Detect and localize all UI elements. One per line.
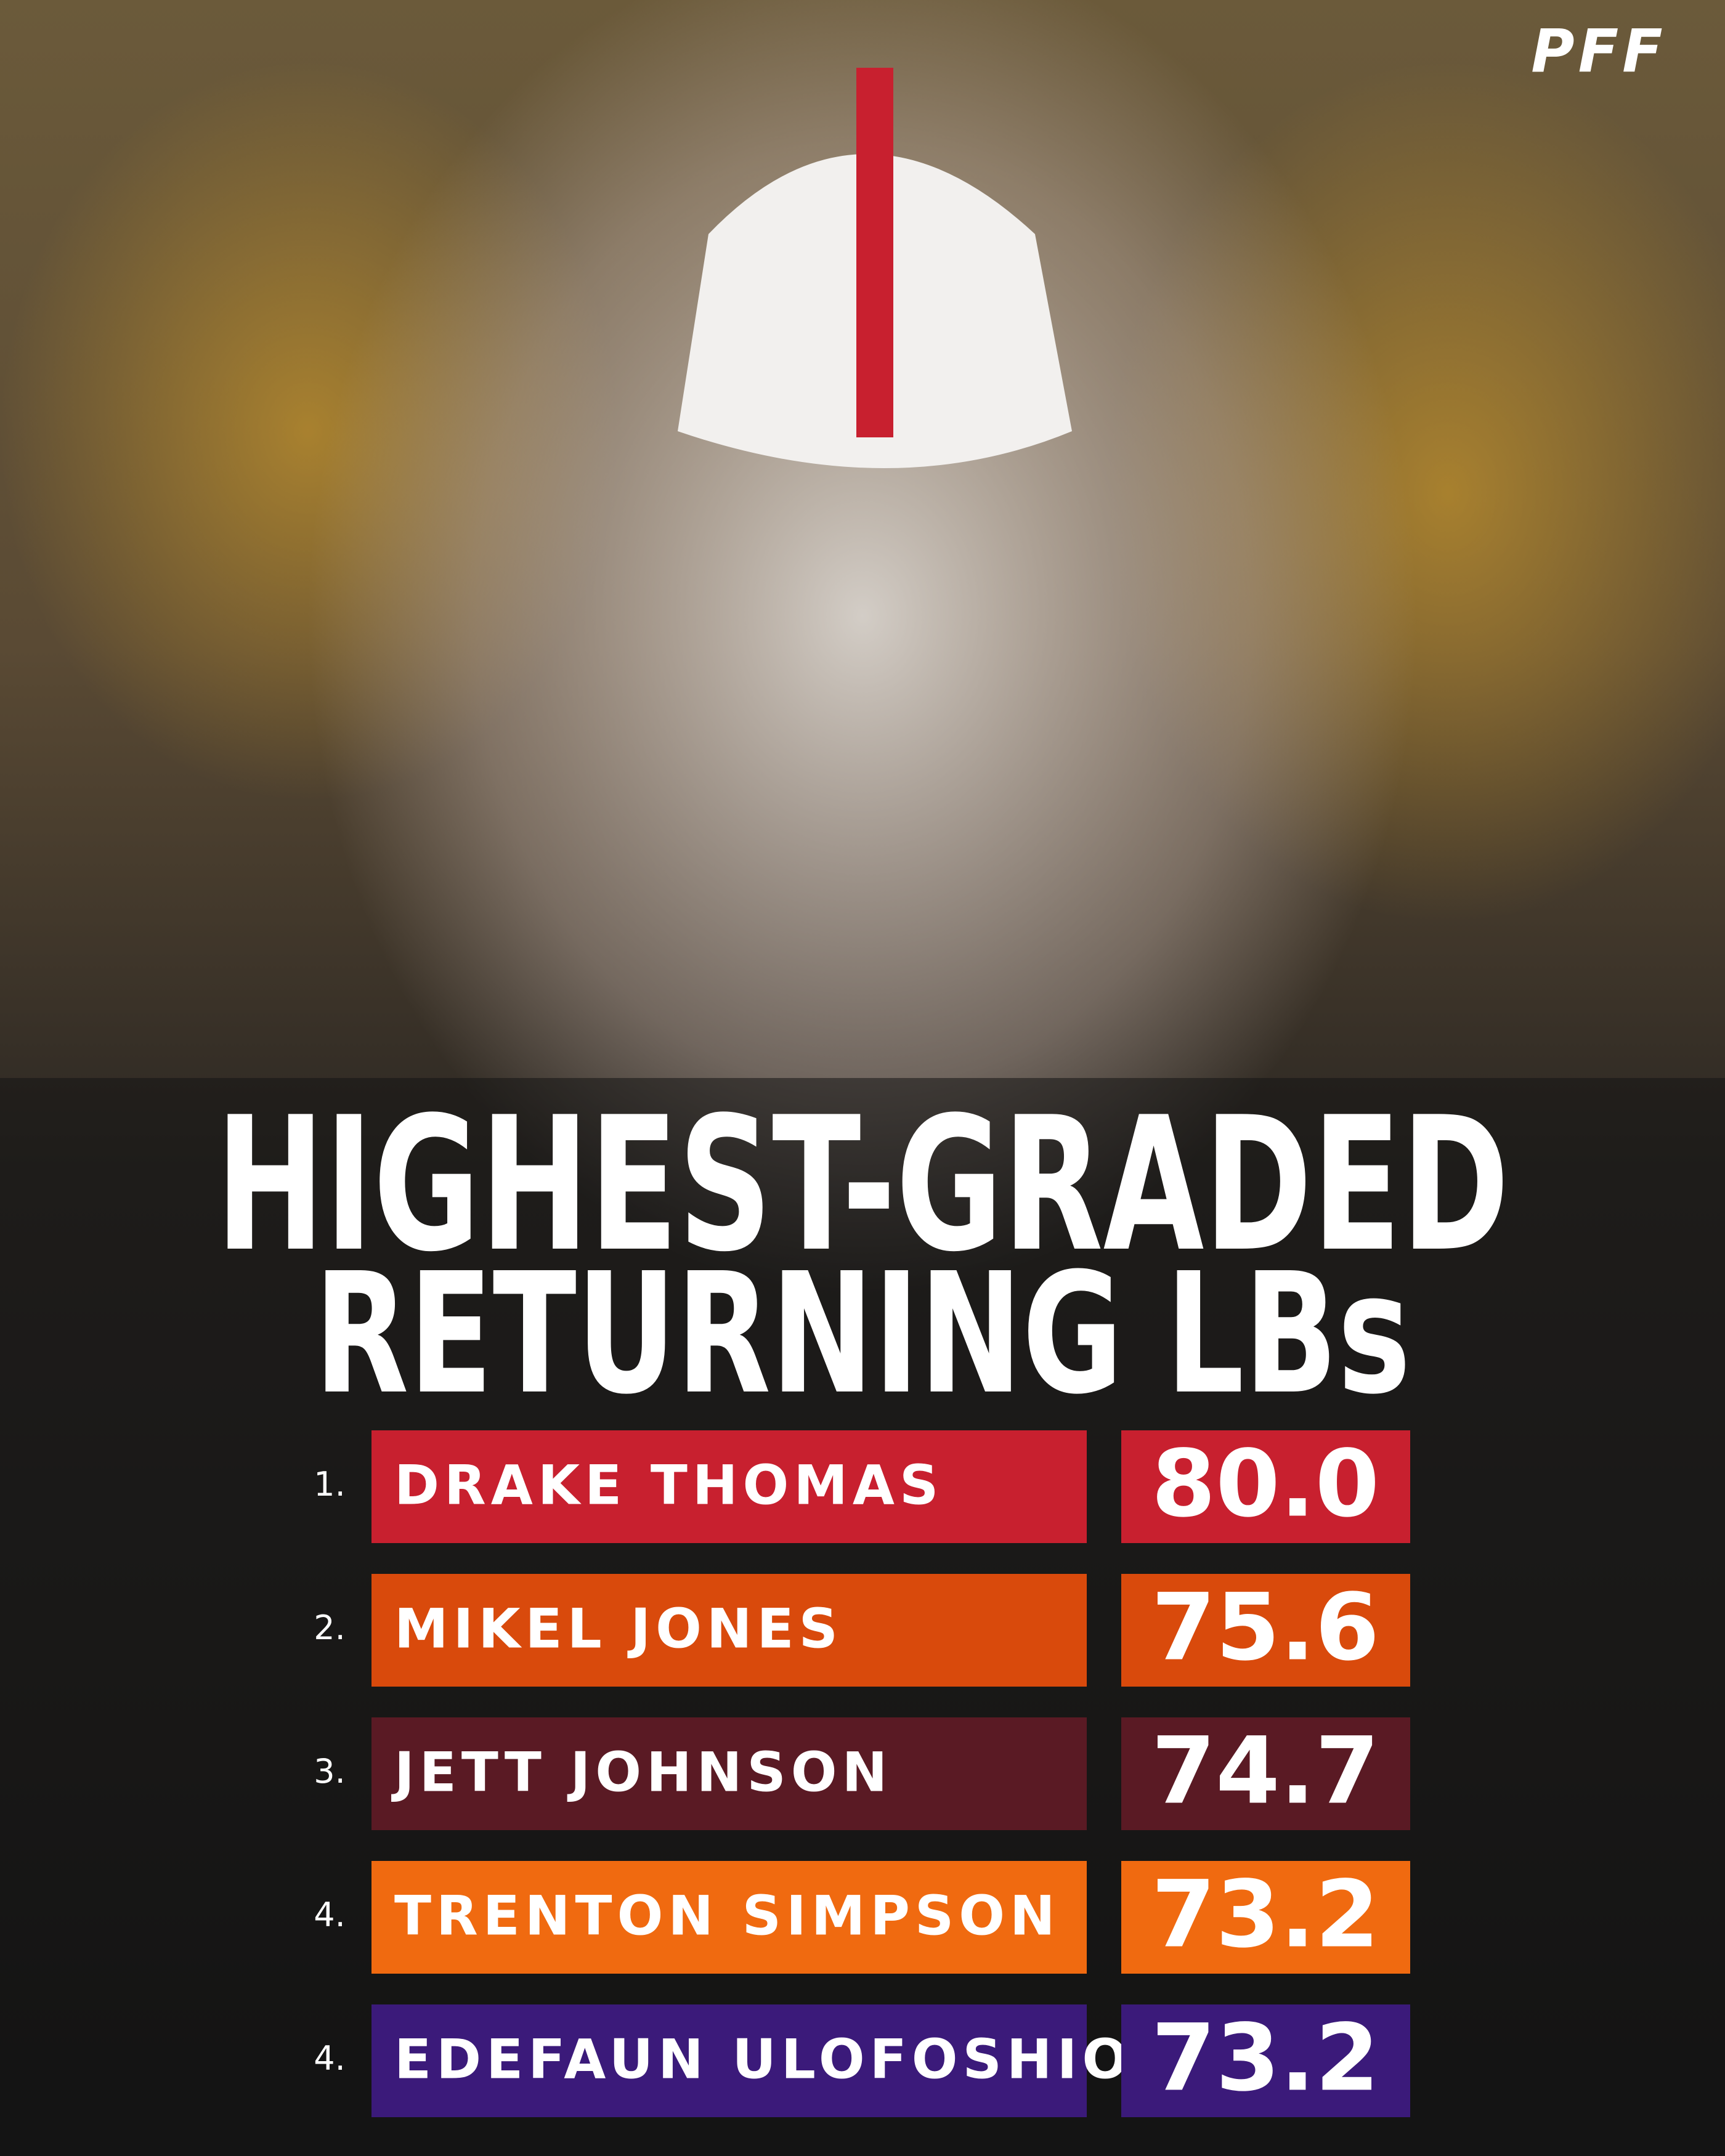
player-name: EDEFAUN ULOFOSHIO — [394, 2027, 1133, 2091]
player-photo — [308, 0, 1417, 1294]
grade-box — [1121, 1574, 1410, 1687]
logo: PFF — [1531, 17, 1666, 86]
player-name: DRAKE THOMAS — [394, 1453, 943, 1517]
name-box — [371, 1861, 1087, 1974]
rows: 1. DRAKE THOMAS 80.0 2. MIKEL JONES 75.6 3. JET… — [314, 1430, 1410, 2117]
title-line-1: HIGHEST-GRADED — [216, 1077, 1509, 1292]
player-name: JETT JOHNSON — [391, 1740, 892, 1804]
rank: 3. — [314, 1752, 346, 1791]
grade: 73.2 — [1151, 2005, 1379, 2112]
name-box — [371, 2004, 1087, 2117]
grade-box — [1121, 2004, 1410, 2117]
grade: 75.6 — [1151, 1574, 1379, 1682]
rank: 4. — [314, 2039, 346, 2078]
name-box — [371, 1717, 1087, 1830]
rank: 1. — [314, 1465, 346, 1504]
rank: 4. — [314, 1895, 346, 1934]
grade: 73.2 — [1151, 1862, 1379, 1969]
player-name: MIKEL JONES — [394, 1597, 843, 1660]
title-line-2: RETURNING LBs — [314, 1237, 1411, 1431]
grade-box — [1121, 1430, 1410, 1543]
grade: 80.0 — [1151, 1431, 1379, 1538]
grade-box — [1121, 1861, 1410, 1974]
name-box — [371, 1574, 1087, 1687]
grade: 74.7 — [1151, 1718, 1379, 1825]
name-box — [371, 1430, 1087, 1543]
player-name: TRENTON SIMPSON — [394, 1884, 1060, 1947]
rank: 2. — [314, 1608, 346, 1647]
grade-box — [1121, 1717, 1410, 1830]
helmet-stripe — [856, 68, 893, 437]
